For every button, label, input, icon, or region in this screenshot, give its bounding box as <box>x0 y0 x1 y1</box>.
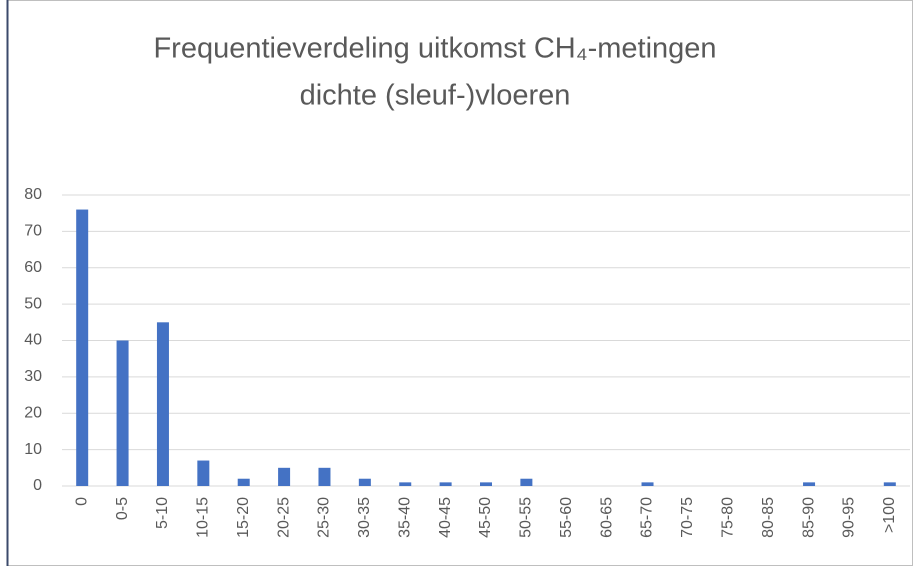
y-tick-label: 60 <box>24 259 42 276</box>
bar <box>480 482 492 486</box>
x-tick-label: 70-75 <box>679 497 696 538</box>
y-tick-label: 70 <box>24 223 42 240</box>
y-tick-label: 40 <box>24 332 42 349</box>
x-tick-label: 85-90 <box>800 497 817 538</box>
x-tick-label: 45-50 <box>477 497 494 538</box>
bar <box>520 478 533 486</box>
bar <box>76 209 89 487</box>
bar <box>641 482 654 486</box>
bar <box>156 322 169 486</box>
x-tick-label: 25-30 <box>316 497 333 538</box>
bar <box>278 467 291 486</box>
x-tick-label: 20-25 <box>275 497 292 538</box>
bar <box>439 482 452 486</box>
x-tick-label: 55-60 <box>558 497 575 538</box>
y-tick-label: 20 <box>24 404 42 421</box>
chart-title: dichte (sleuf-)vloeren <box>300 80 571 112</box>
x-tick-label: 50-55 <box>518 497 535 538</box>
x-tick-label: 0 <box>73 497 90 506</box>
x-tick-label: 0-5 <box>114 497 131 520</box>
x-tick-label: 5-10 <box>154 497 171 529</box>
bar <box>803 482 816 486</box>
x-tick-label: 90-95 <box>841 497 858 538</box>
x-tick-label: 80-85 <box>760 497 777 538</box>
bar <box>237 478 250 486</box>
x-tick-label: 60-65 <box>598 497 615 538</box>
x-tick-label: 30-35 <box>356 497 373 538</box>
bar <box>116 340 129 486</box>
x-tick-label: 65-70 <box>639 497 656 538</box>
y-tick-label: 50 <box>24 295 42 312</box>
x-tick-label: 10-15 <box>195 497 212 538</box>
y-tick-label: 30 <box>24 368 42 385</box>
x-tick-label: 15-20 <box>235 497 252 538</box>
bar <box>197 460 210 486</box>
bar <box>318 467 331 486</box>
bar <box>358 478 371 486</box>
x-tick-label: 35-40 <box>396 497 413 538</box>
bar <box>399 482 412 486</box>
bar <box>883 482 896 486</box>
y-tick-label: 80 <box>24 186 42 203</box>
y-tick-label: 0 <box>33 477 42 494</box>
x-tick-label: 40-45 <box>437 497 454 538</box>
y-tick-label: 10 <box>24 441 42 458</box>
x-tick-label: >100 <box>881 497 898 533</box>
x-tick-label: 75-80 <box>720 497 737 538</box>
chart-title: Frequentieverdeling uitkomst CH₄-metinge… <box>153 33 716 65</box>
